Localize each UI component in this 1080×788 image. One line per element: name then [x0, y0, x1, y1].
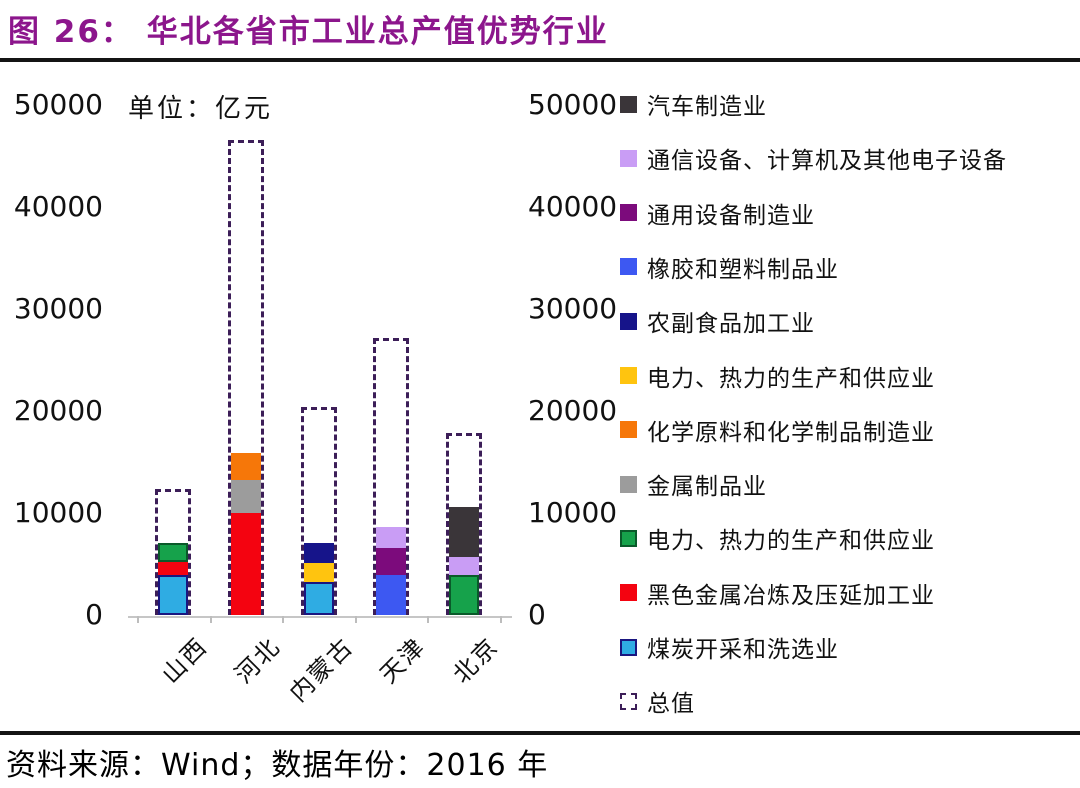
- bar-segment-comm: [448, 557, 479, 576]
- y-axis-tick-label-left: 40000: [13, 190, 103, 223]
- x-axis-tick: [137, 616, 139, 623]
- legend-item-ferrous: 黑色金属冶炼及压延加工业: [620, 576, 935, 610]
- bar-segment-ferrous: [230, 513, 261, 615]
- legend-swatch-agrifood: [620, 312, 637, 330]
- y-axis-tick-label-right: 40000: [528, 190, 618, 223]
- bar-segment-general_equip: [376, 548, 407, 576]
- legend-item-metal: 金属制品业: [620, 467, 767, 501]
- data-source: 资料来源：Wind；数据年份：2016 年: [6, 748, 549, 783]
- legend-swatch-coal: [620, 638, 637, 656]
- legend-swatch-chemical: [620, 421, 637, 439]
- bar-segment-metal: [230, 479, 261, 513]
- bar-segment-power_green: [158, 543, 189, 562]
- y-axis-tick-label-right: 50000: [528, 88, 618, 121]
- bar-segment-coal: [158, 575, 189, 615]
- legend-label-comm: 通信设备、计算机及其他电子设备: [647, 148, 1007, 175]
- legend-label-auto: 汽车制造业: [647, 94, 767, 120]
- x-axis-category-label: 内蒙古: [283, 632, 359, 708]
- bar-segment-comm: [376, 527, 407, 549]
- legend-item-power_yellow: 电力、热力的生产和供应业: [620, 359, 935, 393]
- legend-item-power_green: 电力、热力的生产和供应业: [620, 521, 935, 555]
- legend-label-rubber: 橡胶和塑料制品业: [647, 256, 839, 283]
- legend-item-coal: 煤炭开采和洗选业: [620, 630, 839, 664]
- legend-label-metal: 金属制品业: [647, 474, 767, 501]
- legend-item-comm: 通信设备、计算机及其他电子设备: [620, 141, 1007, 175]
- y-axis-tick-label-left: 50000: [13, 88, 103, 121]
- bar-segment-rubber: [376, 575, 407, 615]
- figure-title: 图 26： 华北各省市工业总产值优势行业: [8, 14, 609, 50]
- bar-segment-coal: [303, 581, 334, 615]
- legend-swatch-total: [620, 692, 637, 710]
- x-axis-tick: [500, 616, 502, 623]
- bar-segment-power_yellow: [303, 562, 334, 582]
- y-axis-tick-label-left: 20000: [13, 394, 103, 427]
- legend-label-agrifood: 农副食品加工业: [647, 311, 815, 338]
- legend-item-agrifood: 农副食品加工业: [620, 304, 815, 338]
- legend-swatch-general_equip: [620, 204, 637, 222]
- bar-segment-ferrous: [158, 561, 189, 576]
- x-axis-tick: [427, 616, 430, 623]
- legend-label-general_equip: 通用设备制造业: [647, 202, 815, 229]
- y-axis-tick-label-right: 10000: [528, 496, 618, 529]
- x-axis-category-label: 北京: [447, 632, 504, 689]
- x-axis-tick: [354, 616, 357, 623]
- legend-label-power_yellow: 电力、热力的生产和供应业: [647, 365, 935, 392]
- legend-swatch-metal: [620, 475, 637, 493]
- legend-item-auto: 汽车制造业: [620, 87, 767, 121]
- footer-divider: [0, 731, 1080, 735]
- legend-swatch-comm: [620, 149, 637, 167]
- bar-segment-agrifood: [303, 543, 334, 563]
- legend-label-chemical: 化学原料和化学制品制造业: [647, 419, 935, 446]
- x-axis-category-label: 天津: [374, 632, 432, 689]
- legend-label-coal: 煤炭开采和洗选业: [647, 637, 839, 663]
- legend-label-ferrous: 黑色金属冶炼及压延加工业: [647, 582, 935, 609]
- legend-swatch-ferrous: [620, 584, 637, 602]
- y-axis-tick-label-right: 0: [528, 598, 546, 631]
- bar-segment-power_green: [448, 575, 479, 615]
- y-axis-tick-label-right: 20000: [528, 394, 618, 427]
- legend-item-general_equip: 通用设备制造业: [620, 196, 815, 230]
- x-axis-tick: [282, 616, 285, 623]
- legend-item-total: 总值: [620, 684, 695, 718]
- legend-swatch-power_yellow: [620, 367, 637, 384]
- bar-segment-chemical: [230, 452, 261, 480]
- x-axis-tick: [209, 616, 212, 623]
- y-axis-tick-label-left: 30000: [13, 292, 103, 325]
- bar-segment-auto: [448, 507, 479, 558]
- legend-swatch-rubber: [620, 258, 637, 276]
- title-divider: [0, 58, 1080, 62]
- y-axis-tick-label-left: 0: [85, 598, 103, 631]
- legend-swatch-power_green: [620, 529, 637, 547]
- x-axis-line: [128, 616, 512, 618]
- unit-label: 单位：亿元: [128, 94, 274, 124]
- legend-swatch-auto: [620, 95, 637, 113]
- x-axis-category-label: 河北: [229, 632, 286, 689]
- legend-label-power_green: 电力、热力的生产和供应业: [647, 528, 935, 555]
- x-axis-category-label: 山西: [156, 632, 214, 689]
- legend-item-rubber: 橡胶和塑料制品业: [620, 250, 839, 284]
- y-axis-tick-label-left: 10000: [13, 496, 103, 529]
- y-axis-tick-label-right: 30000: [528, 292, 618, 325]
- legend-item-chemical: 化学原料和化学制品制造业: [620, 413, 935, 447]
- legend-label-total: 总值: [647, 691, 695, 718]
